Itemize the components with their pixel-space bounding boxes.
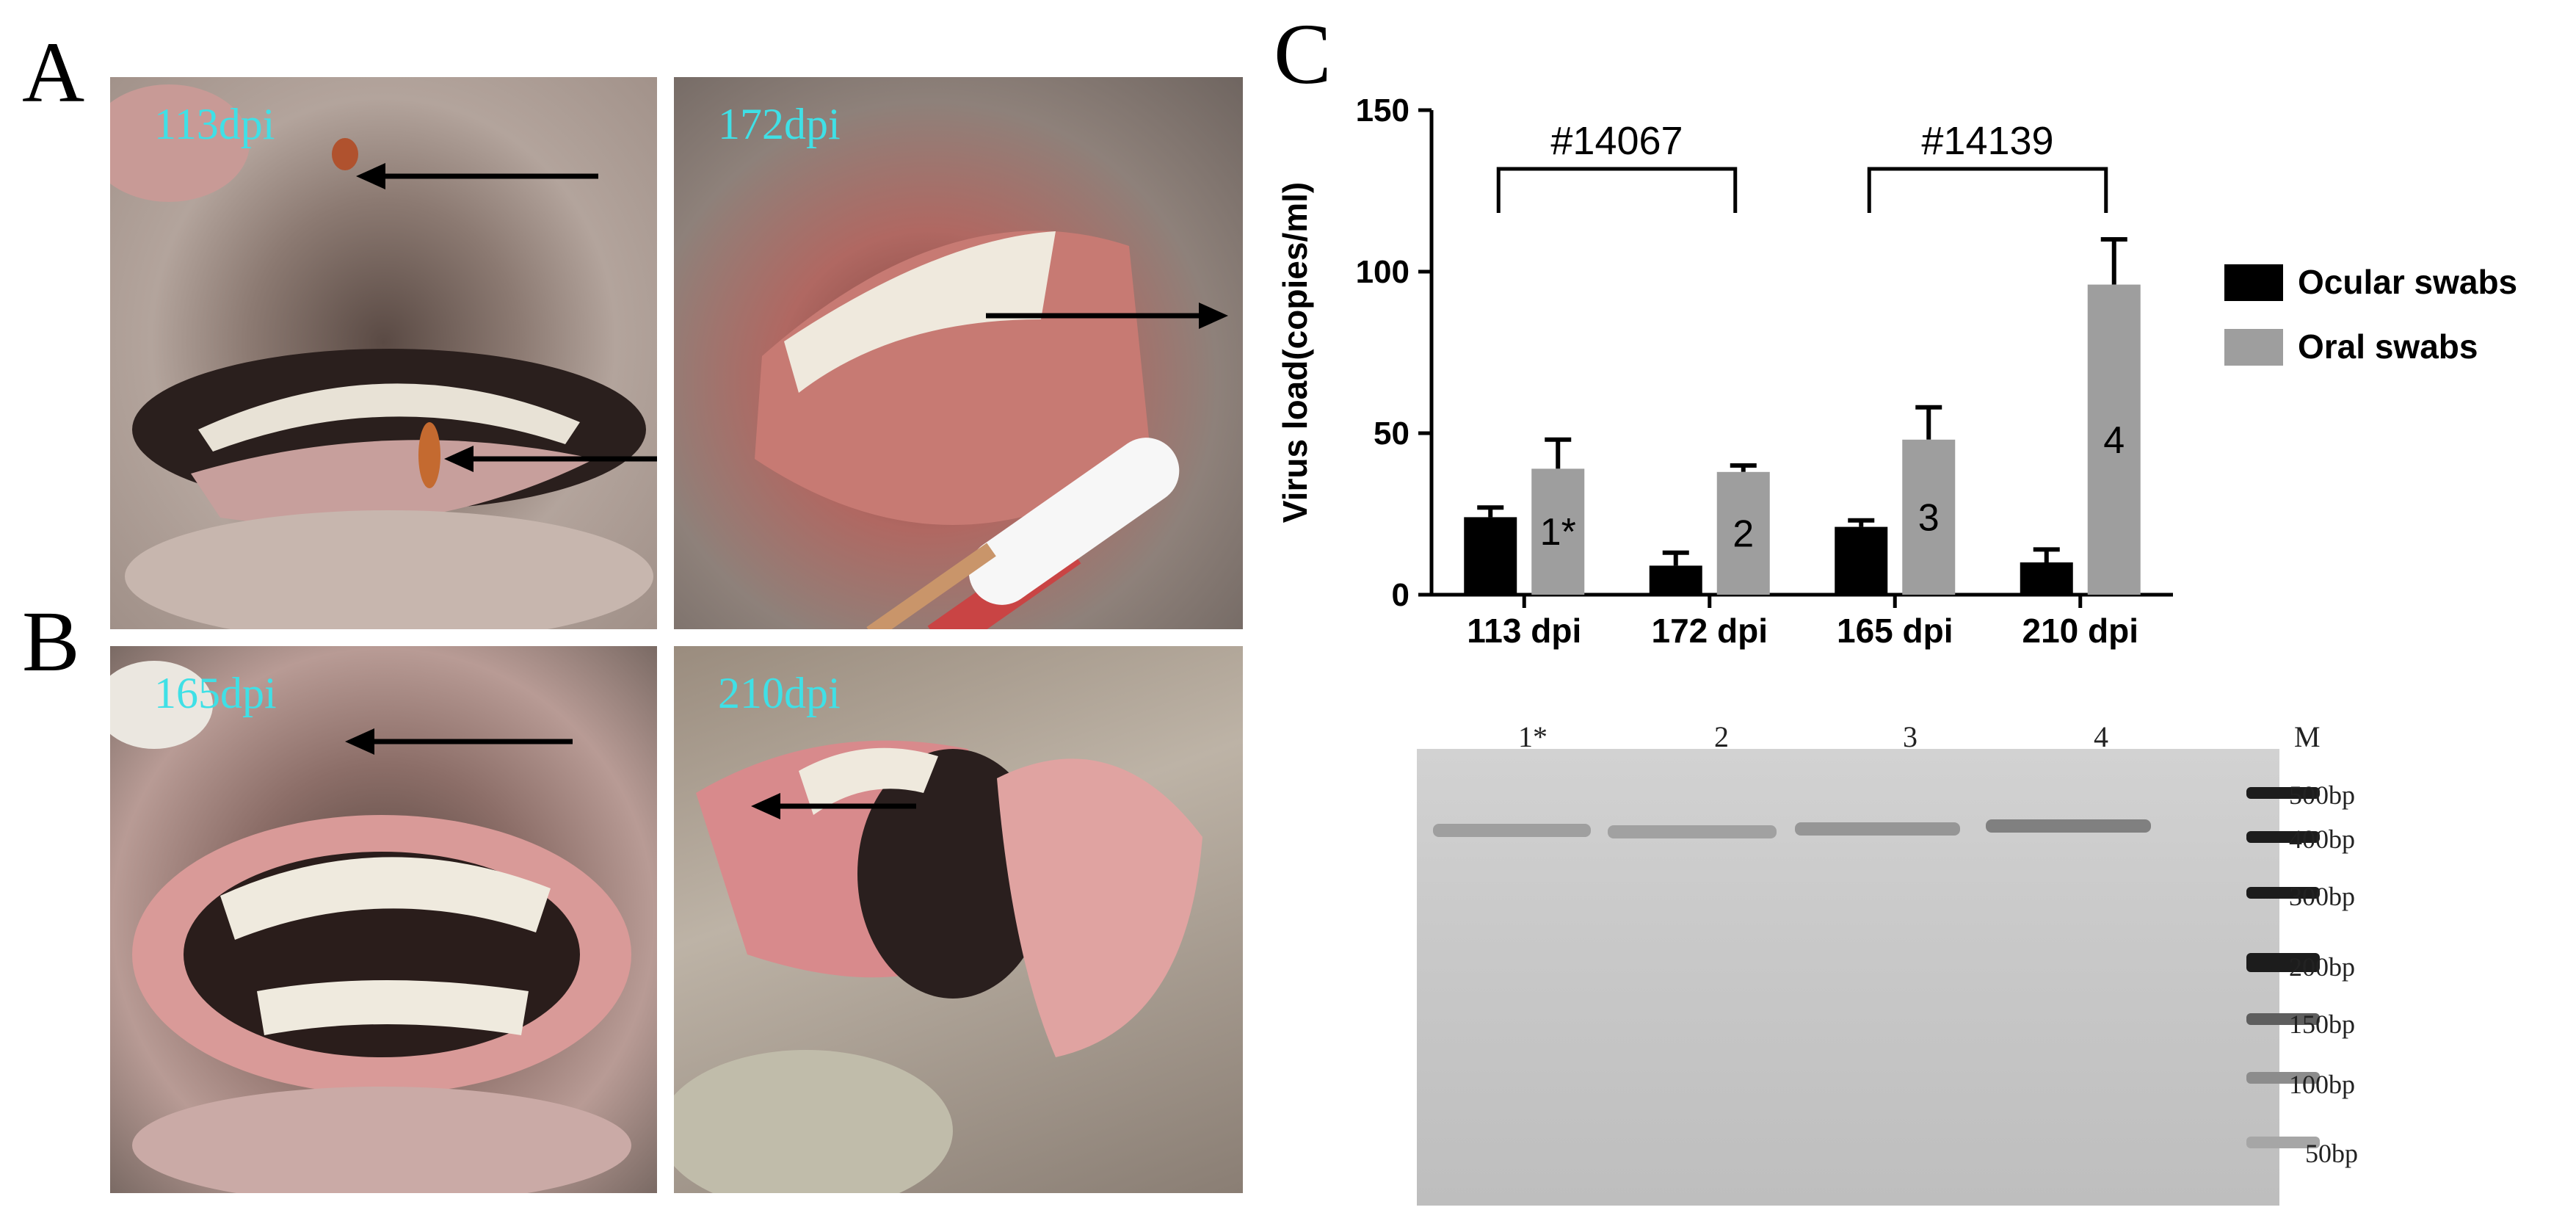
y-axis-label: Virus load(copies/ml) — [1276, 182, 1314, 523]
group-label: #14139 — [1921, 119, 2053, 163]
bar-label: 2 — [1733, 512, 1754, 555]
legend-label: Ocular swabs — [2298, 263, 2517, 301]
bar-label: 3 — [1918, 496, 1940, 539]
legend-swatch — [2224, 329, 2283, 366]
photo-label-172dpi: 172dpi — [718, 100, 841, 148]
bar-oral — [1902, 439, 1956, 595]
gel-lane-label: 3 — [1903, 720, 1918, 753]
bar-oral — [1531, 468, 1585, 595]
photo-172dpi-drawing — [755, 231, 1180, 629]
x-tick-label: 210 dpi — [2022, 612, 2138, 650]
panel-letter-a: A — [22, 24, 85, 120]
ladder-label: 500bp — [2289, 780, 2355, 810]
ladder-band-500 — [2246, 787, 2320, 799]
ladder-band-200 — [2246, 953, 2320, 972]
arrow-icon — [751, 793, 916, 819]
y-tick-label: 0 — [1392, 577, 1409, 613]
y-tick-label: 150 — [1356, 93, 1409, 128]
photo-113dpi-drawing — [110, 84, 653, 629]
legend-label: Oral swabs — [2298, 327, 2478, 366]
y-tick-label: 100 — [1356, 254, 1409, 290]
arrow-icon — [444, 446, 657, 472]
gel-band-lane-1 — [1433, 824, 1591, 837]
y-tick-label: 50 — [1374, 416, 1409, 452]
gel-band-lane-3 — [1795, 822, 1960, 836]
bar-ocular — [1464, 517, 1517, 595]
group-label: #14067 — [1550, 119, 1683, 163]
ladder-band-100 — [2246, 1072, 2320, 1084]
photo-label-113dpi: 113dpi — [154, 100, 275, 148]
group-bracket — [1867, 167, 2108, 213]
ladder-band-50 — [2246, 1137, 2320, 1148]
ladder-label: 100bp — [2289, 1070, 2355, 1099]
panel-letter-b: B — [22, 593, 80, 689]
photo-210dpi-drawing — [674, 740, 1202, 1193]
gel-image — [1417, 749, 2320, 1206]
arrow-icon — [986, 302, 1228, 329]
panel-letter-c: C — [1274, 6, 1332, 102]
ladder-label: 150bp — [2289, 1010, 2355, 1039]
gel-band-lane-4 — [1986, 819, 2151, 833]
photo-210dpi: 210dpi — [674, 646, 1243, 1193]
group-bracket — [1496, 167, 1738, 213]
x-tick-label: 165 dpi — [1837, 612, 1953, 650]
ladder-label: 50bp — [2305, 1139, 2358, 1168]
photo-label-210dpi: 210dpi — [718, 669, 841, 717]
bar-ocular — [1649, 565, 1702, 595]
bar-oral — [1716, 471, 1770, 595]
bar-label: 4 — [2103, 419, 2125, 462]
photo-label-165dpi: 165dpi — [154, 669, 277, 717]
arrow-icon — [356, 163, 598, 189]
ladder-band-400 — [2246, 831, 2320, 843]
virus-load-chart: 0 50 100 150 Virus load(copies/ml) 113 dpi 1* 1… — [1276, 93, 2517, 650]
arrow-icon — [345, 728, 573, 755]
gel-lane-label: M — [2294, 720, 2321, 753]
bar-ocular — [1835, 526, 1888, 595]
gel-lane-label: 2 — [1714, 720, 1729, 753]
photo-165dpi-drawing — [110, 661, 631, 1193]
gel-lane-label: 4 — [2094, 720, 2108, 753]
bar-ocular — [2020, 562, 2073, 595]
x-tick-label: 113 dpi — [1467, 612, 1581, 650]
bar-label: 1* — [1540, 511, 1576, 554]
x-tick-label: 172 dpi — [1651, 612, 1768, 650]
bar-oral — [2087, 284, 2141, 595]
photo-113dpi: 113dpi — [110, 77, 657, 629]
ladder-band-150 — [2246, 1013, 2320, 1025]
legend-swatch — [2224, 264, 2283, 301]
gel-lane-label: 1* — [1518, 720, 1548, 753]
photo-165dpi: 165dpi — [110, 646, 657, 1193]
ladder-label: 400bp — [2289, 825, 2355, 854]
photo-172dpi: 172dpi — [674, 77, 1243, 629]
gel-band-lane-2 — [1608, 825, 1777, 838]
ladder-label: 200bp — [2289, 952, 2355, 982]
ladder-band-300 — [2246, 887, 2320, 899]
ladder-label: 300bp — [2289, 882, 2355, 911]
